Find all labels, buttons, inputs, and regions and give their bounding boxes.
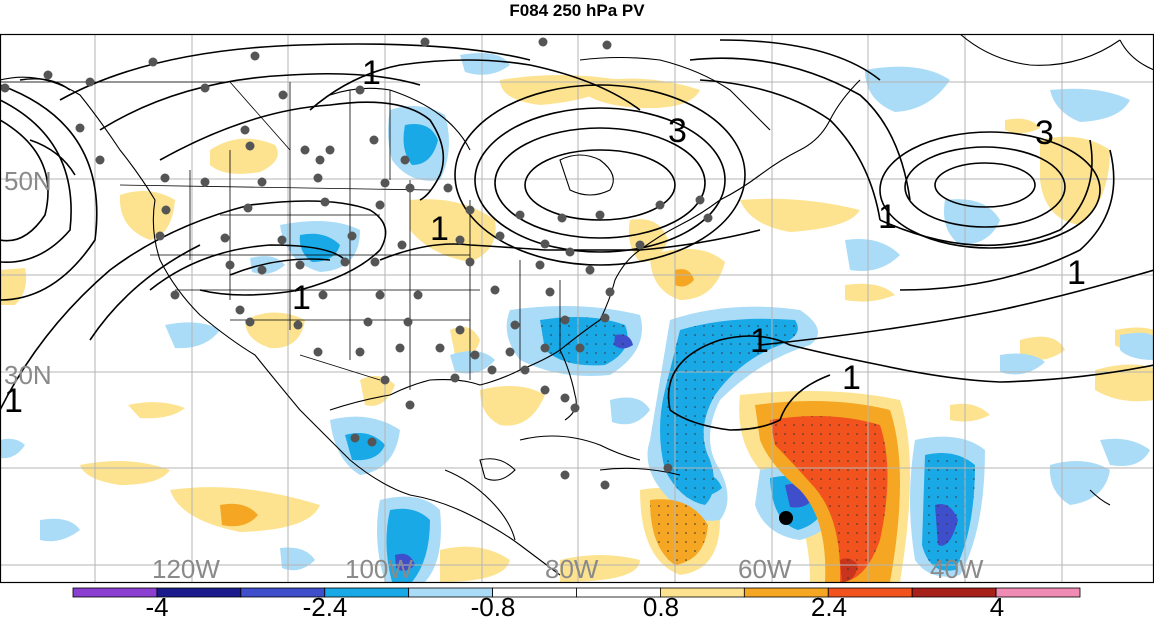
- contour-label: 3: [668, 112, 687, 150]
- colorbar-tick-label: 0.8: [643, 592, 679, 619]
- longitude-label-100w: 100W: [345, 554, 413, 584]
- colorbar-swatch: [911, 587, 997, 598]
- colorbar-tick-label: -4: [145, 592, 168, 619]
- contour-label: 3: [1035, 114, 1054, 152]
- contour-label: 1: [750, 322, 769, 360]
- longitude-label-80w: 80W: [545, 554, 599, 584]
- contour-label: 1: [1067, 254, 1086, 292]
- latitude-label-50n: 50N: [4, 166, 52, 196]
- colorbar-tick-label: -0.8: [471, 592, 516, 619]
- colorbar-swatch: [156, 587, 242, 598]
- colorbar: [72, 587, 1081, 598]
- colorbar-tick-label: 2.4: [811, 592, 847, 619]
- contour-label: 1: [430, 210, 449, 248]
- contour-label: 1: [292, 279, 311, 317]
- colorbar-swatch: [995, 587, 1081, 598]
- longitude-label-60w: 60W: [738, 554, 792, 584]
- pv-contours: [0, 39, 1154, 431]
- latitude-label-30n: 30N: [4, 360, 52, 390]
- contour-label: 1: [4, 382, 23, 420]
- gridlines: [0, 34, 1154, 582]
- colorbar-tick-label: 4: [990, 592, 1004, 619]
- station-markers: [0, 37, 713, 490]
- longitude-label-120w: 120W: [152, 554, 220, 584]
- colorbar-tick-label: -2.4: [303, 592, 348, 619]
- colorbar-tick-labels: -4 -2.4 -0.8 0.8 2.4 4: [145, 592, 1004, 619]
- plot-title: F084 250 hPa PV: [509, 1, 645, 20]
- contour-label: 1: [842, 359, 861, 397]
- longitude-label-40w: 40W: [930, 554, 984, 584]
- map-frame-content: 1 3 3 1 1 1 1 1 1 1 50N 30N 120W 100W 80…: [0, 34, 1154, 584]
- colorbar-swatch: [72, 587, 158, 598]
- contour-labels: 1 3 3 1 1 1 1 1 1 1: [4, 54, 1086, 420]
- contour-label: 1: [362, 54, 381, 92]
- contour-label: 1: [878, 198, 897, 236]
- tc-center-marker: [779, 511, 793, 525]
